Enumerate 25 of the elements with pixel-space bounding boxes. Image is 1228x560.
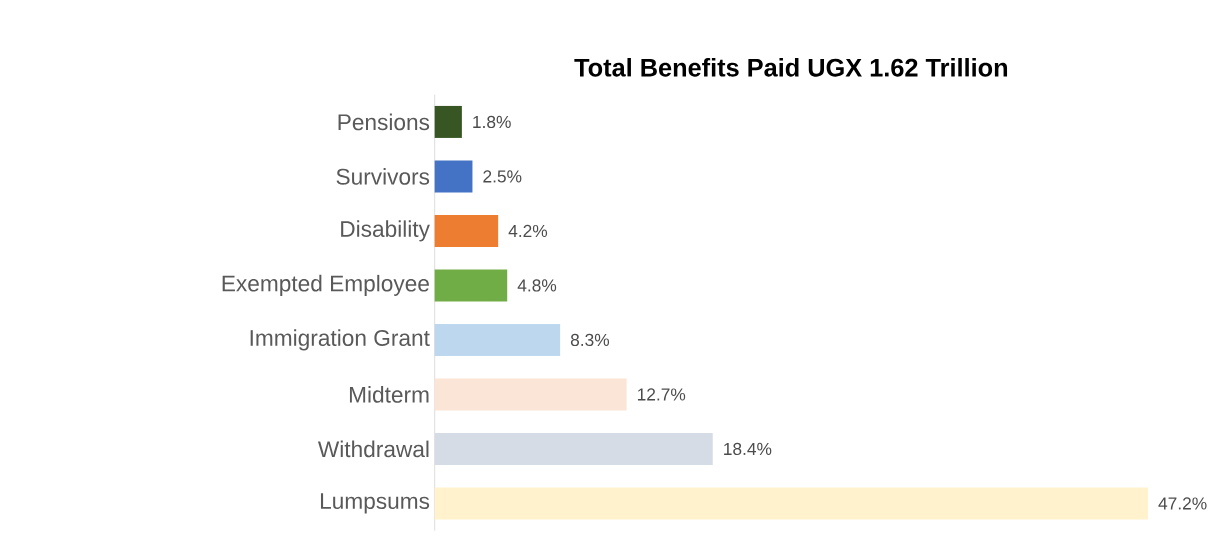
bar <box>434 160 473 193</box>
y-tick-label: Lumpsums <box>320 493 430 514</box>
y-tick-label: Exempted Employee <box>222 274 429 296</box>
y-tick-label: Midterm <box>349 386 429 403</box>
y-tick-label: Disability <box>341 220 430 242</box>
data-label: 4.8% <box>517 279 557 292</box>
bar <box>434 323 561 356</box>
chart-title: Total Benefits Paid UGX 1.62 Trillion <box>574 58 1008 77</box>
bar <box>434 105 462 138</box>
data-label: 47.2% <box>1158 497 1207 510</box>
bar <box>434 432 713 465</box>
y-tick-label: Pensions <box>338 113 430 131</box>
bar <box>434 214 499 247</box>
bar <box>434 487 1148 520</box>
data-label: 12.7% <box>637 388 686 401</box>
data-label: 18.4% <box>724 442 772 456</box>
y-tick-label: Immigration Grant <box>250 329 430 351</box>
y-tick-label: Survivors <box>336 168 430 185</box>
y-tick-label: Withdrawal <box>317 440 429 458</box>
bar <box>434 269 508 302</box>
data-label: 2.5% <box>483 170 522 183</box>
data-label: 4.2% <box>508 224 548 238</box>
data-label: 1.8% <box>473 115 511 129</box>
bar <box>434 378 627 411</box>
data-label: 8.3% <box>570 333 610 347</box>
